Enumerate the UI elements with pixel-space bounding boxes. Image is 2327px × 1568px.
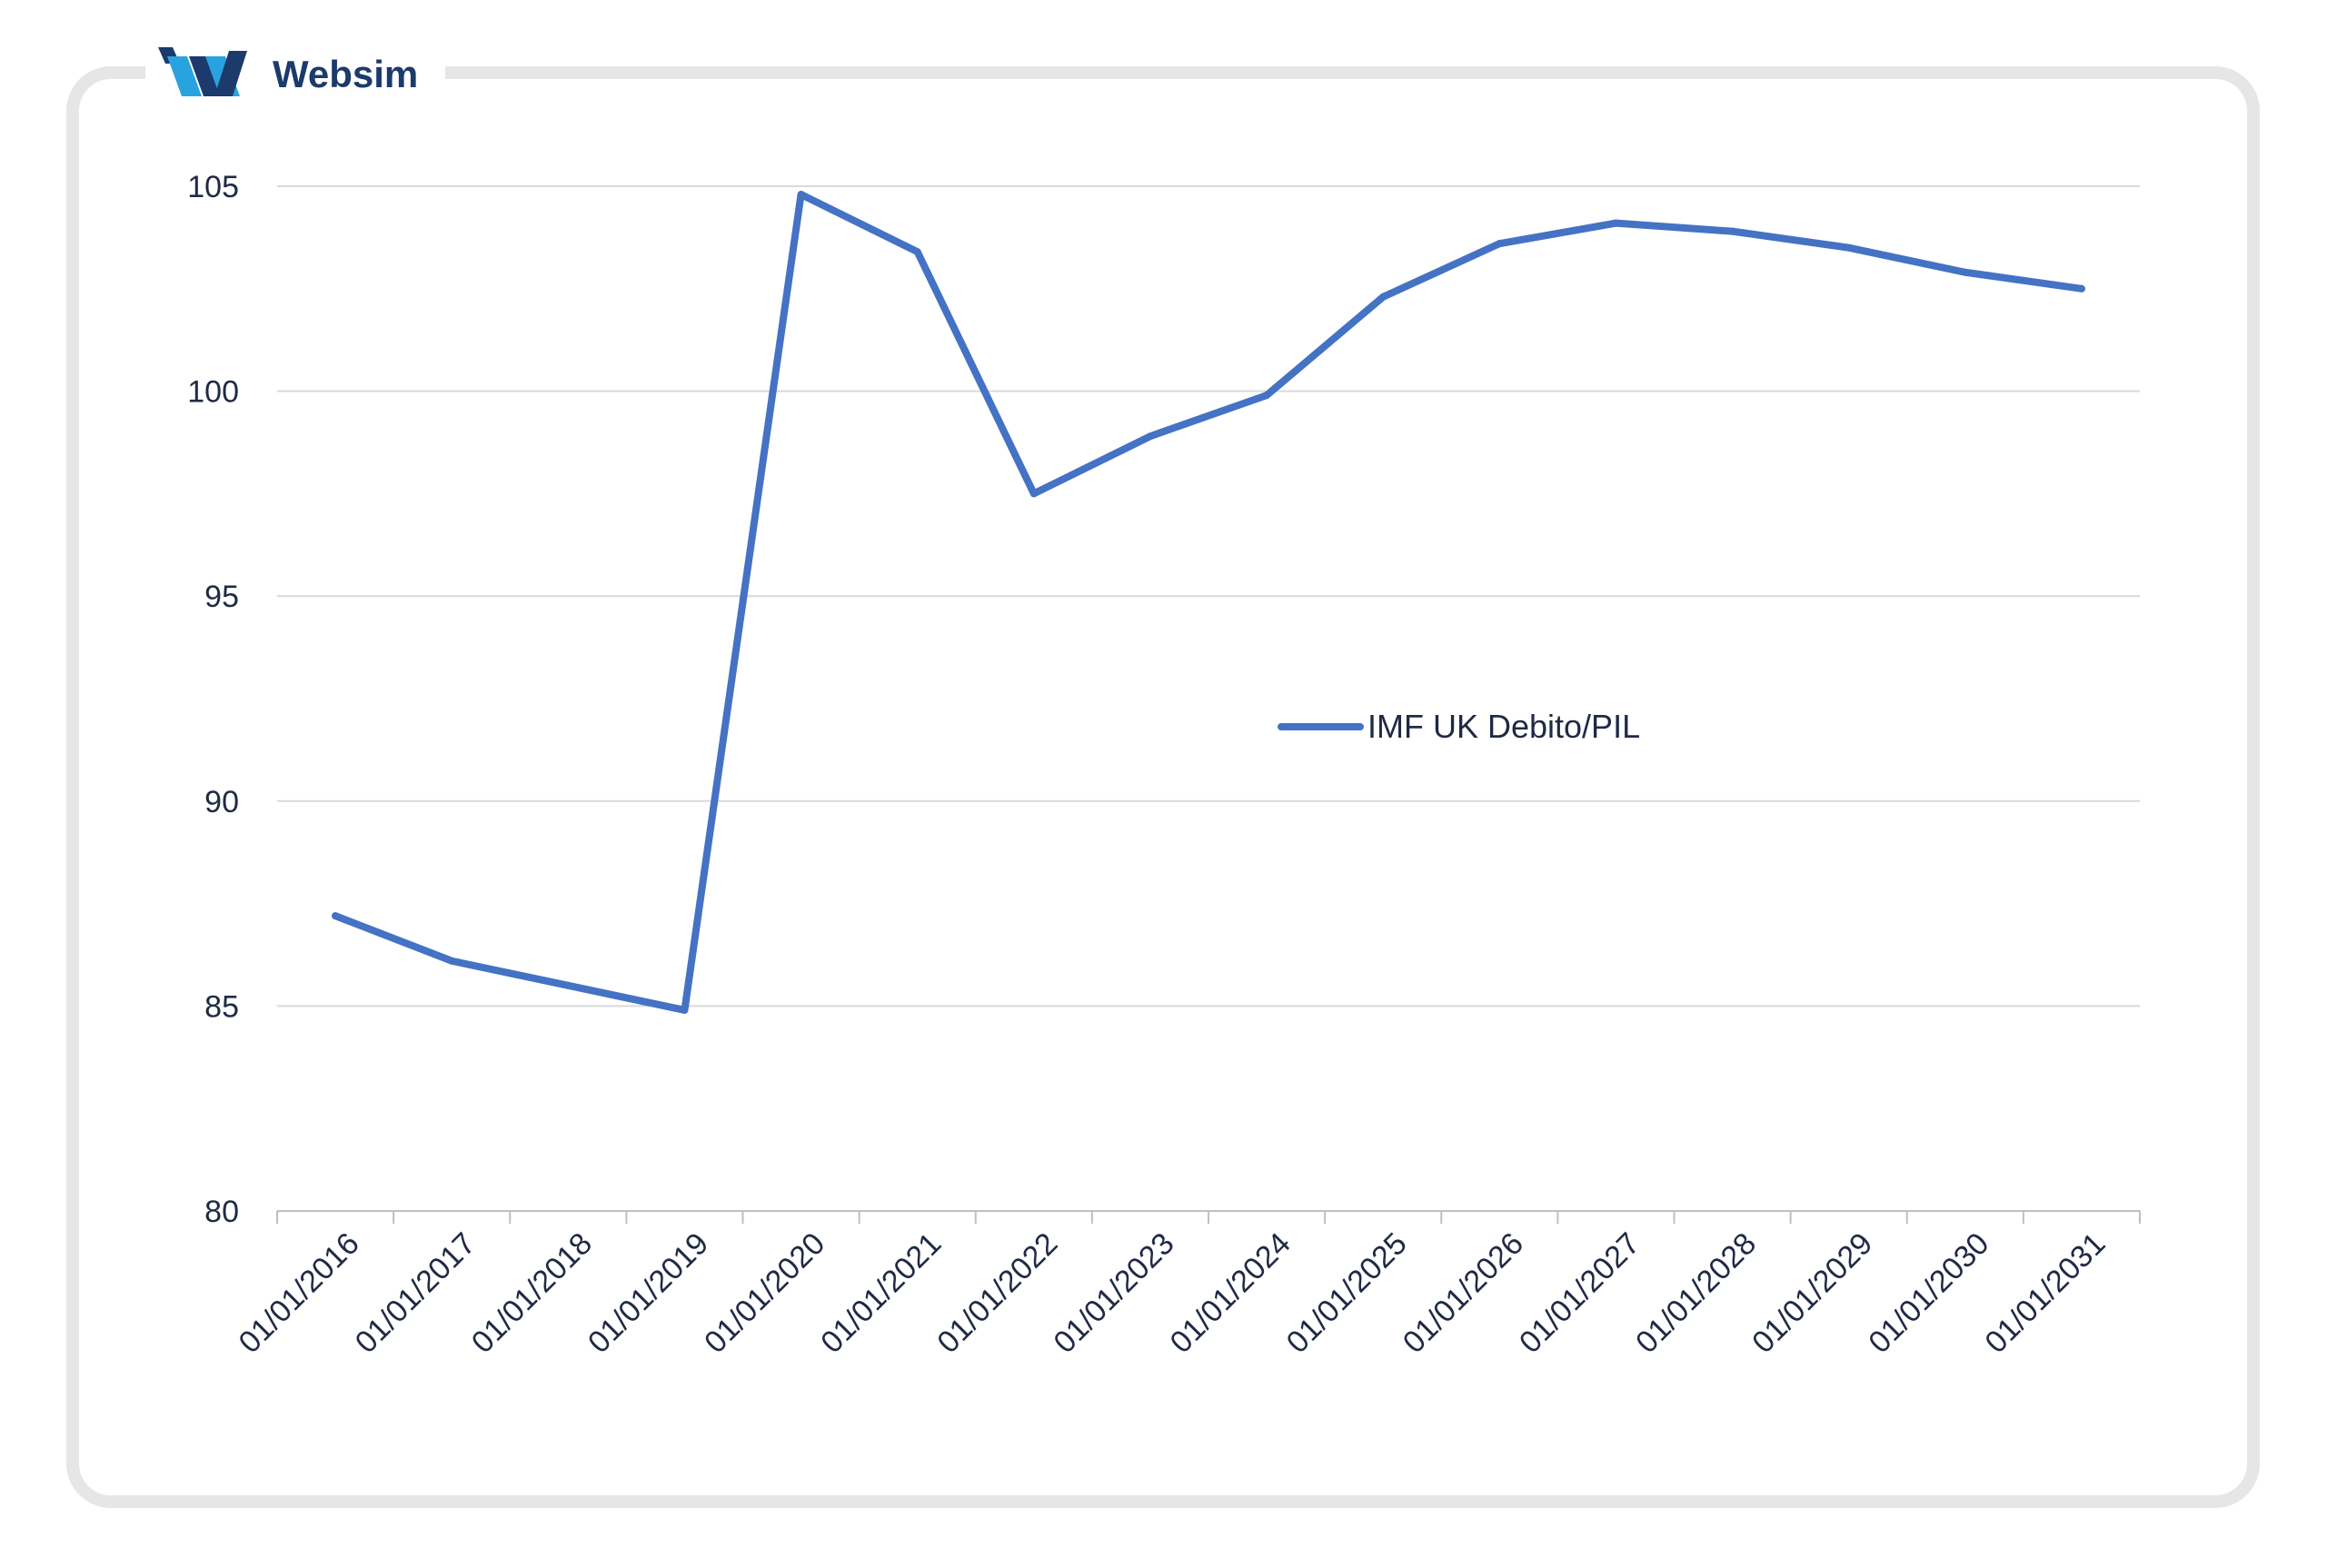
websim-logo-icon	[158, 47, 247, 96]
data-point	[1961, 268, 1969, 276]
data-point	[1029, 490, 1038, 498]
y-tick-label: 95	[204, 580, 239, 614]
data-point	[681, 1006, 689, 1014]
gridlines	[277, 185, 2140, 1007]
y-tick-label: 100	[187, 375, 239, 410]
legend-label: IMF UK Debito/PIL	[1367, 708, 1640, 745]
data-point	[1379, 293, 1387, 301]
series-layer	[332, 191, 2085, 1014]
y-tick-label: 105	[187, 170, 239, 204]
data-point	[1263, 392, 1271, 400]
data-point	[1146, 432, 1154, 441]
brand-name: Websim	[273, 53, 418, 95]
data-point	[1496, 240, 1504, 248]
legend: IMF UK Debito/PIL	[1278, 708, 1640, 745]
data-point	[1728, 227, 1736, 235]
data-point	[797, 191, 805, 199]
data-point	[564, 981, 572, 989]
y-tick-label: 85	[204, 989, 239, 1024]
chart-frame	[66, 66, 2260, 1508]
data-point	[332, 912, 340, 920]
data-point	[1845, 243, 1853, 252]
data-point	[1612, 219, 1620, 227]
data-point	[2077, 284, 2085, 293]
x-axis	[276, 1210, 2141, 1224]
y-axis-labels: 80 85 90 95 100 105	[187, 170, 239, 1229]
data-point	[913, 248, 921, 256]
logo-backdrop	[145, 40, 445, 111]
y-tick-label: 90	[204, 785, 239, 819]
data-point	[448, 957, 456, 965]
y-tick-label: 80	[204, 1195, 239, 1229]
series-line	[332, 191, 2085, 1014]
